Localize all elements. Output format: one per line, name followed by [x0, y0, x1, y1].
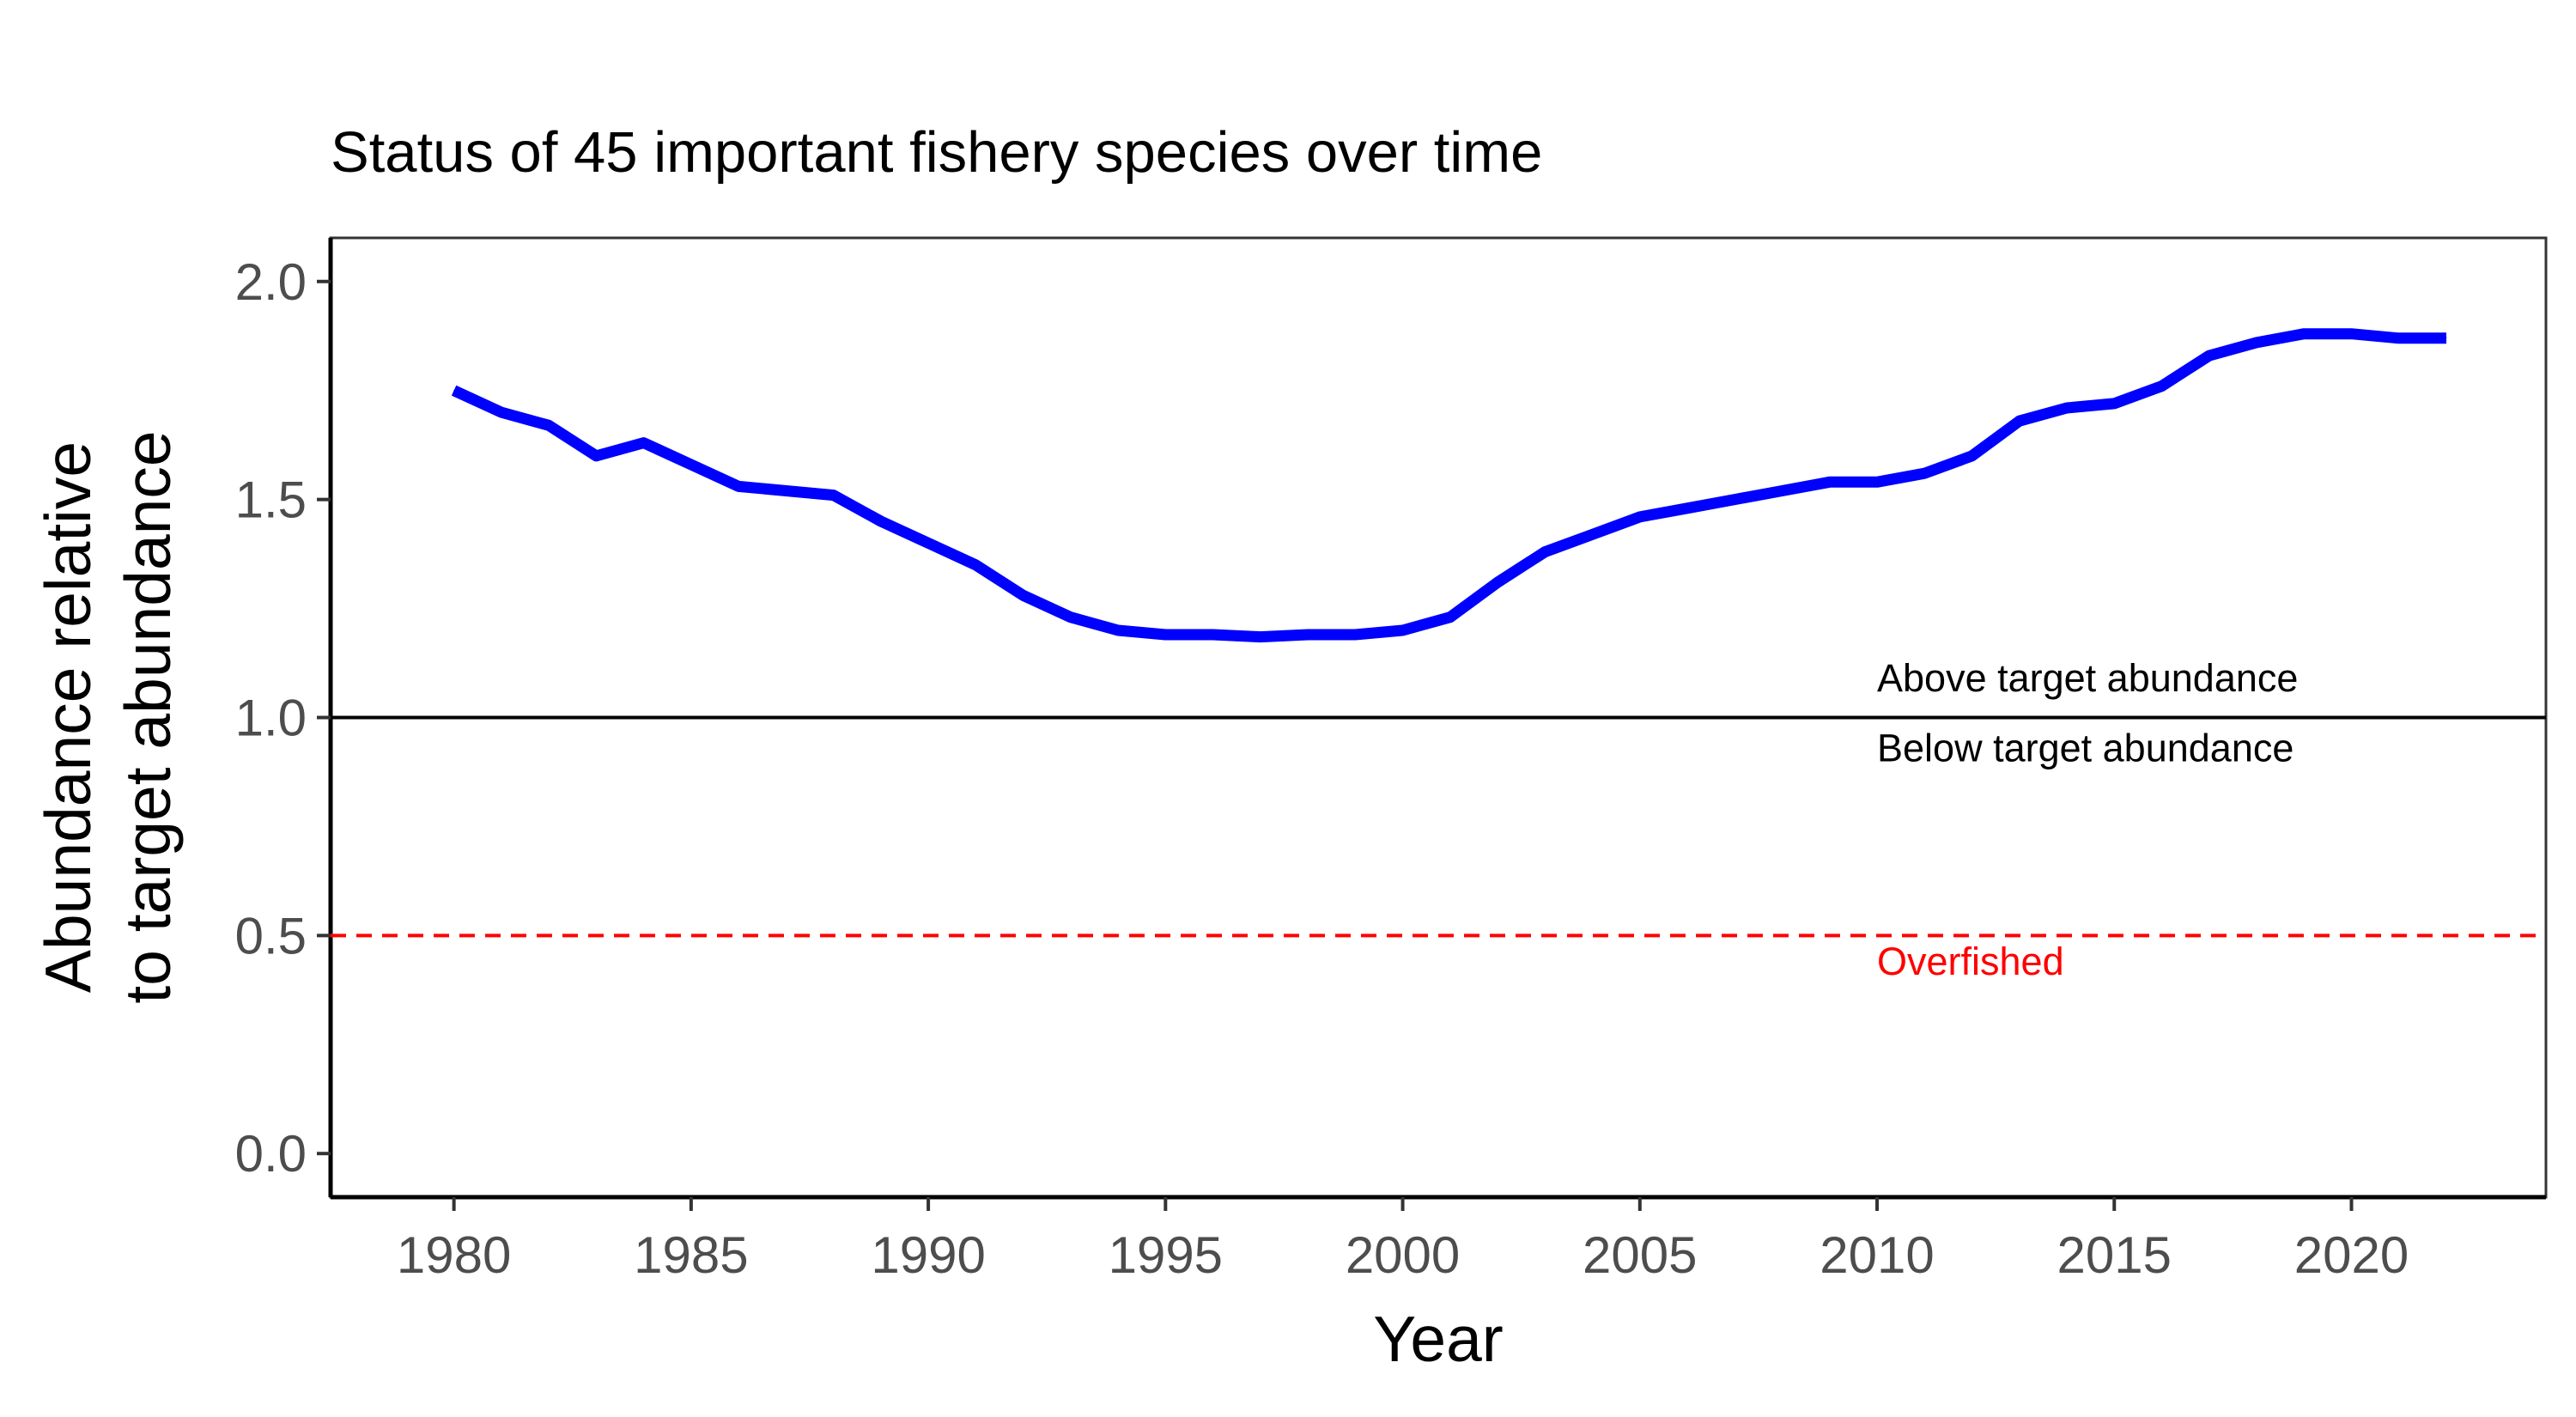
data-point	[1782, 490, 1783, 491]
data-point	[1639, 516, 1641, 518]
data-point	[595, 455, 597, 457]
x-tick-label: 1990	[871, 1226, 985, 1284]
y-tick-label: 0.5	[235, 907, 307, 964]
x-tick-label: 1980	[397, 1226, 511, 1284]
data-point	[1402, 629, 1404, 631]
data-point	[880, 520, 882, 522]
data-point	[833, 495, 835, 496]
annotation-2: Overfished	[1877, 940, 2064, 983]
x-tick-label: 2005	[1583, 1226, 1697, 1284]
data-point	[1923, 472, 1925, 474]
data-point	[2350, 333, 2352, 335]
data-point	[1592, 533, 1594, 535]
data-point	[1164, 634, 1166, 636]
y-tick-label: 2.0	[235, 253, 307, 311]
data-point	[1876, 481, 1878, 483]
data-point	[453, 390, 455, 392]
y-tick-label: 0.0	[235, 1125, 307, 1183]
series-line-0	[451, 328, 2446, 643]
data-point	[1971, 455, 1973, 457]
annotation-0: Above target abundance	[1877, 656, 2298, 700]
data-point	[738, 485, 739, 487]
x-axis-label: Year	[1373, 1303, 1504, 1375]
y-tick-label: 1.0	[235, 690, 307, 747]
data-point	[1354, 634, 1356, 636]
x-tick-label: 2010	[1820, 1226, 1934, 1284]
x-tick-label: 1985	[634, 1226, 748, 1284]
y-axis-label-line1: Abundance relative	[32, 441, 104, 993]
data-point	[1307, 634, 1309, 636]
data-point	[2066, 407, 2068, 409]
x-tick-label: 2020	[2294, 1226, 2409, 1284]
x-tick-label: 1995	[1109, 1226, 1223, 1284]
data-point	[1023, 594, 1024, 596]
data-point	[1117, 629, 1119, 631]
data-point	[1544, 551, 1546, 553]
x-tick-label: 2000	[1346, 1226, 1460, 1284]
data-point	[1829, 481, 1831, 483]
data-point	[2256, 342, 2257, 344]
x-tick-label: 2015	[2057, 1226, 2172, 1284]
data-point	[1212, 634, 1214, 636]
data-point	[927, 542, 929, 544]
y-tick-label: 1.5	[235, 471, 307, 529]
data-point	[1260, 636, 1261, 638]
data-point	[2113, 403, 2115, 404]
data-point	[975, 564, 976, 566]
data-point	[643, 442, 645, 444]
y-axis-label-line2: to target abundance	[112, 430, 184, 1003]
chart-title: Status of 45 important fishery species o…	[331, 120, 1542, 185]
data-point	[2019, 420, 2020, 422]
data-point	[548, 424, 550, 426]
annotation-1: Below target abundance	[1877, 726, 2293, 769]
data-point	[785, 490, 787, 491]
data-point	[2303, 333, 2305, 335]
